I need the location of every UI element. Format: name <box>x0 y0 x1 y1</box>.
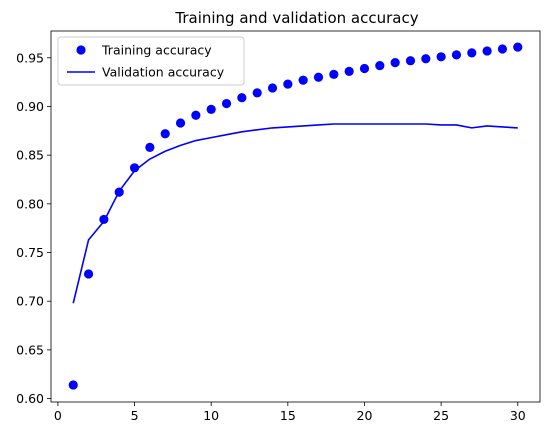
x-tick-label: 0 <box>54 408 62 423</box>
series-2 <box>72 123 518 304</box>
training-accuracy-point <box>283 79 293 89</box>
x-tick-label: 25 <box>433 408 449 423</box>
training-accuracy-point <box>206 104 216 114</box>
training-accuracy-point <box>513 42 523 52</box>
training-accuracy-point <box>267 83 278 93</box>
legend-label: Validation accuracy <box>102 65 225 80</box>
training-accuracy-point <box>191 110 201 120</box>
x-tick-label: 10 <box>203 408 219 423</box>
training-accuracy-point <box>129 163 140 173</box>
x-tick-label: 30 <box>510 408 526 423</box>
x-tick-label: 20 <box>357 408 373 423</box>
y-tick-label: 0.95 <box>16 50 44 65</box>
y-tick-label: 0.85 <box>16 148 44 163</box>
y-tick-label: 0.90 <box>16 99 44 114</box>
x-tick-label: 15 <box>280 408 296 423</box>
plot-area <box>68 42 523 390</box>
training-accuracy-point <box>175 118 186 128</box>
y-tick-label: 0.80 <box>16 196 44 211</box>
training-accuracy-point <box>482 46 492 56</box>
training-accuracy-point <box>497 44 508 54</box>
y-tick-label: 0.70 <box>16 294 44 309</box>
y-tick-label: 0.75 <box>16 245 44 260</box>
training-accuracy-point <box>237 93 247 103</box>
training-accuracy-point <box>467 48 477 58</box>
series-1 <box>68 42 523 390</box>
training-accuracy-point <box>329 69 339 79</box>
y-tick-label: 0.60 <box>16 391 44 406</box>
training-accuracy-point <box>145 142 155 152</box>
training-accuracy-point <box>83 269 94 279</box>
x-tick-label: 5 <box>131 408 139 423</box>
training-accuracy-point <box>359 63 370 74</box>
training-accuracy-point <box>390 58 400 68</box>
training-accuracy-point <box>344 66 354 77</box>
training-accuracy-point <box>298 75 308 85</box>
legend-dot-handle <box>76 45 86 55</box>
legend: Training accuracy Validation accuracy <box>57 36 245 86</box>
training-accuracy-point <box>451 50 462 60</box>
training-accuracy-point <box>421 54 431 64</box>
training-accuracy-point <box>436 52 446 62</box>
training-accuracy-point <box>221 98 232 109</box>
training-accuracy-point <box>68 380 78 390</box>
y-tick-label: 0.65 <box>16 342 44 357</box>
legend-label: Training accuracy <box>101 43 212 58</box>
chart-title: Training and validation accuracy <box>174 9 418 27</box>
training-accuracy-point <box>160 129 170 139</box>
validation-accuracy-line <box>72 123 518 304</box>
axes-frame <box>50 30 541 403</box>
training-accuracy-point <box>252 88 262 98</box>
training-accuracy-point <box>375 60 385 71</box>
training-accuracy-point <box>313 72 324 82</box>
training-accuracy-point <box>405 56 416 66</box>
legend-box <box>57 36 245 86</box>
axes: 0 5 10 15 20 25 30 0.60 0.65 0.70 0.75 0.80 0.85 0.90… <box>16 30 541 423</box>
